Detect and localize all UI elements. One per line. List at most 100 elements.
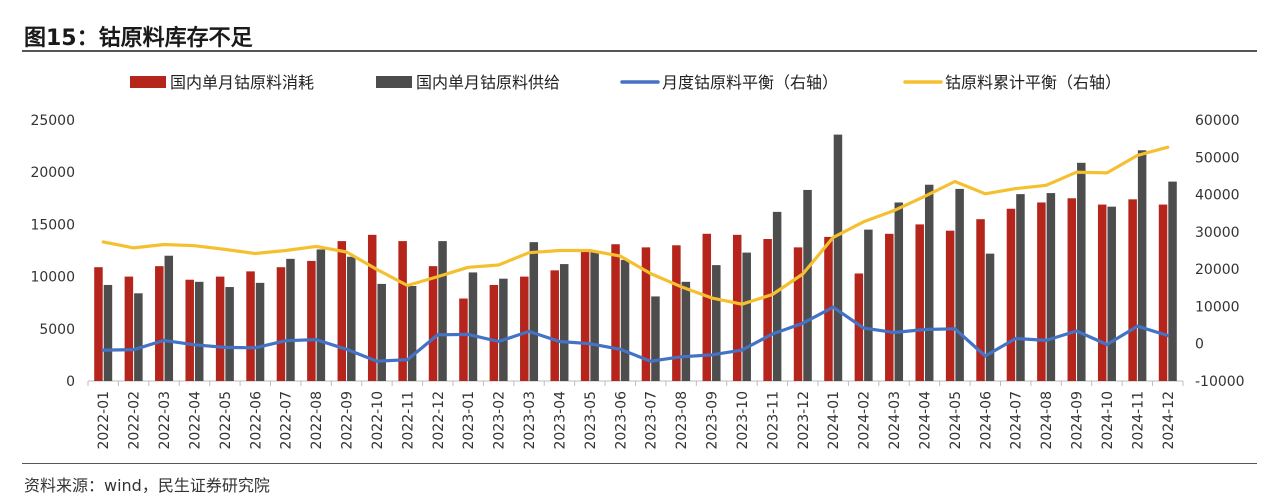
x-tick-label: 2023-01	[461, 391, 477, 450]
supply-bar	[377, 283, 386, 381]
consumption-bar	[976, 219, 985, 381]
consumption-bar	[307, 260, 316, 381]
supply-bar	[286, 258, 295, 381]
x-tick-label: 2022-11	[400, 391, 416, 450]
figure-title: 图15：钴原料库存不足	[24, 26, 253, 51]
source-note: 资料来源：wind，民生证券研究院	[24, 476, 270, 495]
x-tick-label: 2022-03	[157, 391, 173, 450]
x-tick-label: 2022-01	[96, 391, 112, 450]
x-tick-label: 2023-07	[644, 391, 660, 450]
right-tick-label: 30000	[1195, 225, 1240, 241]
supply-bar	[833, 134, 843, 381]
legend-swatch	[376, 76, 412, 88]
consumption-bar	[763, 239, 772, 381]
consumption-bar	[215, 276, 225, 381]
consumption-bar	[915, 224, 924, 381]
x-tick-label: 2024-05	[948, 391, 964, 450]
supply-bar	[985, 253, 995, 381]
consumption-bar	[1067, 198, 1077, 381]
supply-bar	[772, 211, 782, 381]
x-tick-label: 2023-06	[613, 391, 629, 450]
right-tick-label: 50000	[1195, 150, 1240, 166]
right-tick-label: 10000	[1195, 299, 1240, 315]
consumption-bar	[520, 276, 529, 381]
supply-bar	[1107, 206, 1116, 381]
x-tick-label: 2022-10	[370, 391, 386, 450]
supply-bar	[712, 265, 721, 381]
x-tick-label: 2024-12	[1161, 391, 1177, 450]
supply-bar	[194, 281, 204, 381]
supply-bar	[316, 249, 326, 381]
title-rule	[22, 50, 1257, 52]
supply-bar	[1168, 181, 1177, 381]
x-tick-label: 2023-12	[796, 391, 812, 450]
x-tick-label: 2023-04	[552, 391, 568, 450]
supply-bar	[955, 188, 964, 381]
left-tick-label: 15000	[30, 217, 75, 233]
supply-bar	[894, 202, 904, 381]
supply-bar	[1046, 193, 1056, 381]
left-tick-label: 0	[66, 374, 75, 390]
x-tick-label: 2024-09	[1070, 391, 1086, 450]
x-tick-label: 2024-10	[1100, 391, 1116, 450]
x-tick-label: 2022-02	[127, 391, 143, 450]
consumption-bar	[885, 233, 894, 381]
x-tick-label: 2023-03	[522, 391, 538, 450]
x-tick-label: 2024-07	[1009, 391, 1025, 450]
consumption-bar	[611, 244, 620, 381]
consumption-bar	[702, 233, 712, 381]
right-tick-label: 0	[1195, 337, 1204, 353]
supply-bar	[134, 293, 143, 381]
consumption-bar	[1128, 199, 1137, 381]
supply-bar	[1137, 150, 1147, 381]
consumption-bar	[94, 267, 103, 381]
supply-bar	[529, 242, 539, 381]
legend-label: 月度钴原料平衡（右轴）	[662, 73, 838, 92]
supply-bar	[803, 189, 812, 381]
supply-bar	[225, 287, 234, 381]
x-tick-label: 2022-06	[248, 391, 264, 450]
supply-bar	[407, 285, 417, 381]
supply-bar	[590, 250, 599, 381]
x-tick-label: 2024-04	[917, 391, 933, 450]
x-tick-label: 2022-07	[279, 391, 295, 450]
x-tick-label: 2022-12	[431, 391, 447, 450]
consumption-bar	[459, 298, 468, 381]
supply-bar	[620, 259, 630, 381]
monthly-balance-line	[101, 305, 1170, 363]
x-tick-label: 2023-05	[583, 391, 599, 450]
x-tick-label: 2023-02	[492, 391, 508, 450]
consumption-bar	[124, 276, 134, 381]
legend-swatch	[130, 76, 166, 88]
consumption-bar	[1037, 202, 1046, 381]
supply-bar	[651, 296, 660, 381]
x-tick-label: 2022-08	[309, 391, 325, 450]
supply-bar	[468, 272, 478, 381]
x-tick-label: 2023-09	[705, 391, 721, 450]
supply-bar	[438, 241, 447, 381]
consumption-bar	[854, 273, 864, 381]
consumption-bar	[155, 266, 164, 381]
right-tick-label: -10000	[1195, 374, 1245, 390]
supply-bar	[1077, 162, 1086, 381]
supply-bar	[681, 281, 691, 381]
x-tick-label: 2023-10	[735, 391, 751, 450]
left-tick-label: 10000	[30, 270, 75, 286]
consumption-bar	[276, 267, 286, 381]
x-tick-label: 2024-01	[826, 391, 842, 450]
supply-bar	[742, 252, 751, 381]
x-tick-label: 2024-08	[1039, 391, 1055, 450]
x-tick-label: 2024-06	[978, 391, 994, 450]
supply-bar	[1016, 194, 1025, 381]
left-tick-label: 20000	[30, 165, 75, 181]
right-tick-label: 20000	[1195, 262, 1240, 278]
consumption-bar	[732, 234, 742, 381]
supply-bar	[499, 278, 508, 381]
x-tick-label: 2022-09	[340, 391, 356, 450]
consumption-bar	[793, 247, 803, 381]
legend-label: 国内单月钴原料消耗	[170, 73, 314, 92]
supply-bar	[864, 229, 873, 381]
x-tick-label: 2024-03	[887, 391, 903, 450]
consumption-bar	[246, 271, 255, 381]
